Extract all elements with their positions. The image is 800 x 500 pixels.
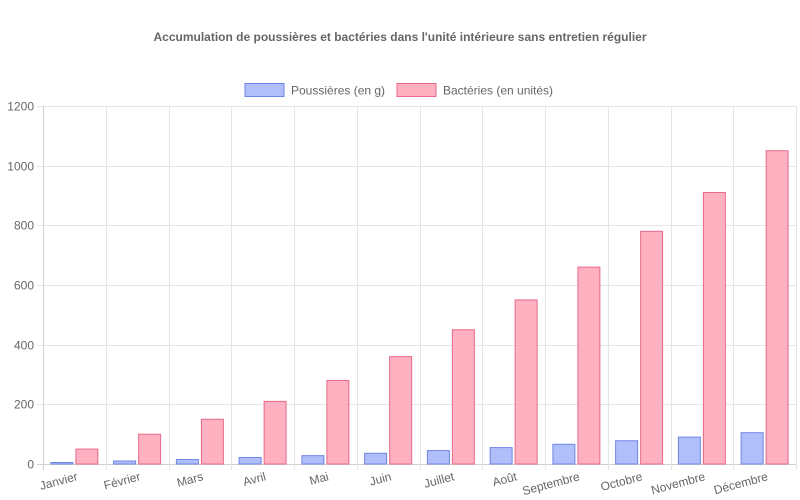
y-tick-label: 600 (14, 279, 34, 293)
legend-label-dust: Poussières (en g) (291, 84, 385, 98)
bar-dust (113, 460, 137, 465)
legend: Poussières (en g) Bactéries (en unités) (244, 83, 553, 98)
bar-bacteria (75, 448, 99, 465)
legend-swatch-dust (244, 83, 285, 97)
x-tick-label: Février (102, 469, 142, 492)
y-tick-label: 800 (14, 219, 34, 233)
x-axis-ticks: Janvier Février Mars Avril Mai Juin Juillet Aoû… (38, 469, 770, 498)
bar-dust (489, 447, 513, 465)
x-tick-label: Mars (175, 469, 204, 489)
bar-dust (50, 462, 74, 465)
x-tick-label: Mai (308, 469, 330, 488)
x-tick-label: Novembre (650, 469, 707, 497)
y-axis-ticks: 0 200 400 600 800 1000 1200 (7, 100, 34, 472)
bar-bacteria (200, 418, 224, 465)
bar-dust (552, 443, 576, 465)
y-tick-label: 1000 (7, 160, 34, 174)
bar-bacteria (451, 329, 475, 465)
bar-bacteria (640, 230, 664, 465)
y-tick-label: 0 (27, 458, 34, 472)
bar-dust (175, 459, 199, 465)
bar-bacteria (765, 150, 789, 465)
legend-label-bacteria: Bactéries (en unités) (443, 84, 553, 98)
x-tick-label: Janvier (38, 469, 79, 493)
bar-dust (426, 450, 450, 465)
bar-bacteria (577, 266, 601, 465)
y-tick-label: 400 (14, 339, 34, 353)
y-tick-label: 200 (14, 398, 34, 412)
x-tick-label: Septembre (521, 469, 582, 498)
chart-title: Accumulation de poussières et bactéries … (153, 30, 646, 44)
bar-bacteria (389, 356, 413, 465)
bar-dust (615, 440, 639, 465)
x-tick-label: Avril (241, 469, 267, 489)
x-tick-label: Août (491, 469, 519, 489)
bar-dust (740, 432, 764, 465)
x-tick-label: Juillet (422, 469, 456, 491)
x-tick-label: Octobre (599, 469, 644, 494)
bar-dust (238, 456, 262, 465)
x-tick-label: Décembre (712, 469, 769, 497)
bar-bacteria (263, 400, 287, 465)
bar-dust (677, 436, 701, 465)
y-tick-label: 1200 (7, 100, 34, 114)
legend-swatch-bacteria (396, 83, 437, 97)
bar-dust (364, 452, 388, 465)
grid (37, 106, 797, 470)
bars (50, 150, 789, 465)
bar-bacteria (138, 433, 162, 465)
bar-bacteria (514, 299, 538, 465)
bar-bacteria (702, 192, 726, 465)
x-tick-label: Juin (368, 469, 393, 488)
bar-dust (301, 455, 325, 465)
bar-bacteria (326, 379, 350, 465)
